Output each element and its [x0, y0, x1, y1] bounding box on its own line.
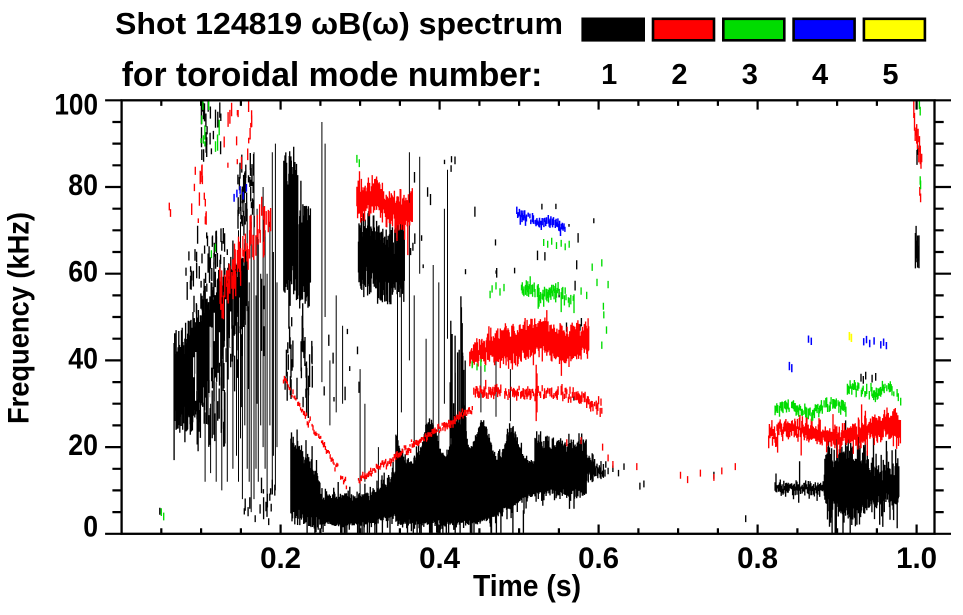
svg-text:0: 0 [83, 511, 98, 544]
svg-text:2: 2 [671, 59, 687, 91]
svg-text:Shot 124819 ωB(ω) spectrum: Shot 124819 ωB(ω) spectrum [115, 6, 563, 41]
svg-text:4: 4 [812, 59, 828, 91]
svg-text:0.8: 0.8 [737, 542, 778, 575]
svg-text:60: 60 [68, 256, 98, 289]
svg-text:0.6: 0.6 [578, 542, 619, 575]
svg-text:100: 100 [54, 89, 98, 122]
svg-text:0.4: 0.4 [419, 542, 460, 575]
svg-text:1.0: 1.0 [896, 542, 937, 575]
svg-text:40: 40 [68, 342, 98, 375]
svg-text:Frequency (kHz): Frequency (kHz) [3, 212, 36, 424]
svg-text:0.2: 0.2 [260, 542, 301, 575]
svg-text:20: 20 [68, 429, 98, 462]
svg-text:3: 3 [742, 59, 758, 91]
svg-text:for toroidal mode number:: for toroidal mode number: [122, 56, 543, 94]
svg-text:5: 5 [882, 59, 898, 91]
svg-text:80: 80 [68, 169, 98, 202]
svg-text:Time (s): Time (s) [473, 568, 581, 603]
svg-text:1: 1 [601, 59, 617, 91]
